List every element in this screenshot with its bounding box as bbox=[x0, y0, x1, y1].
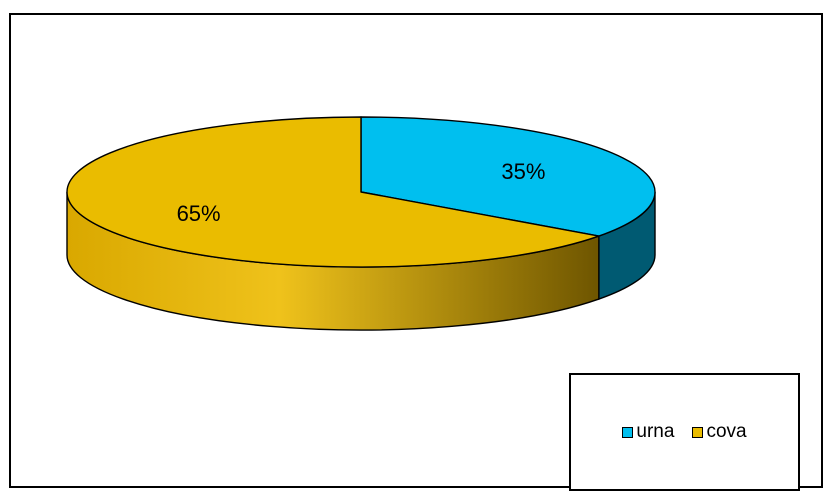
legend-swatch-urna bbox=[622, 426, 634, 438]
pie-sides bbox=[66, 191, 656, 331]
pie-slice-cova bbox=[66, 116, 600, 268]
legend-label-cova: cova bbox=[706, 421, 747, 442]
legend-entry-cova: cova bbox=[692, 421, 747, 443]
legend-label-urna: urna bbox=[636, 421, 675, 442]
legend-swatch-cova bbox=[692, 426, 704, 438]
legend-entry-urna: urna bbox=[622, 421, 674, 443]
pie-slice-urna bbox=[360, 116, 656, 237]
pie-labels: 35% 65% bbox=[177, 159, 546, 226]
data-label-urna: 35% bbox=[501, 159, 545, 184]
pie-tops bbox=[66, 116, 656, 268]
legend: urna cova bbox=[569, 373, 800, 491]
data-label-cova: 65% bbox=[177, 201, 221, 226]
